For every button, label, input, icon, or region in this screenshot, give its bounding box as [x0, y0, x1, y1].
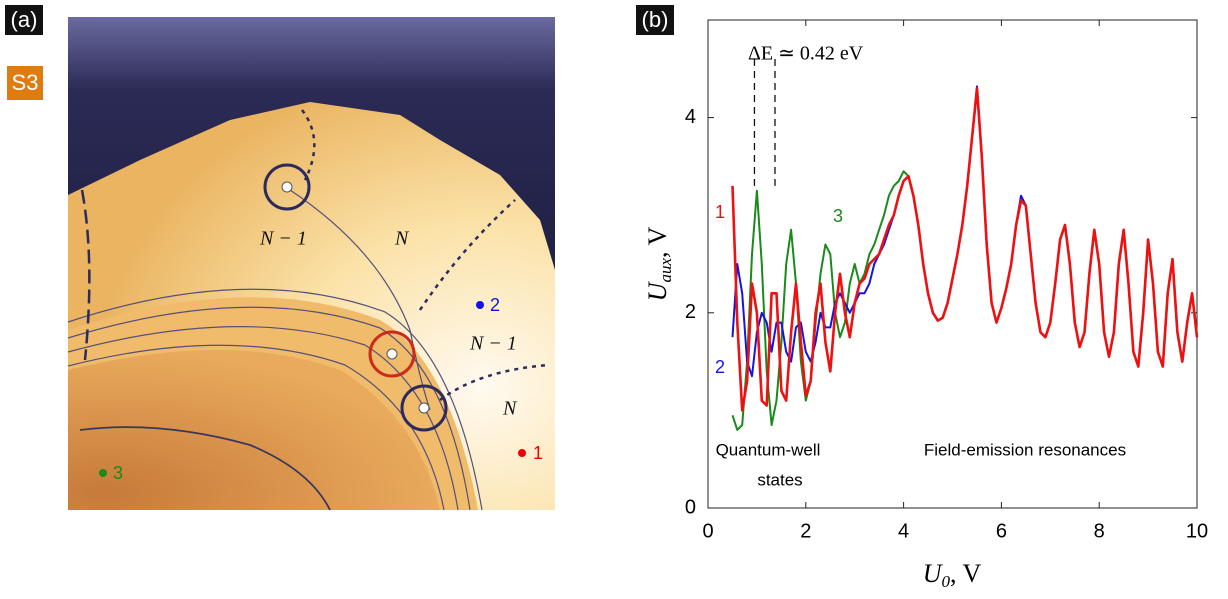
- point-label: 2: [490, 295, 500, 315]
- axis-unit: , V: [643, 226, 672, 258]
- annotation: Quantum-well: [716, 440, 821, 459]
- axis-subscript: aux: [656, 258, 675, 283]
- series-label: 1: [715, 202, 725, 222]
- tip-positions: [281, 181, 430, 414]
- series-line: [731, 85, 1198, 378]
- point-label: 3: [113, 463, 123, 483]
- annotation: states: [757, 470, 802, 489]
- x-tick-label: 2: [800, 520, 811, 542]
- axis-symbol: U: [643, 280, 672, 301]
- y-tick-label: 2: [685, 301, 696, 323]
- panel-label: (b): [642, 7, 669, 32]
- annotation: ΔE ≃ 0.42 eV: [748, 43, 864, 65]
- region-label: N − 1: [469, 333, 517, 355]
- point-marker: [99, 469, 107, 477]
- panel-label: (a): [11, 7, 38, 32]
- y-tick-label: 4: [685, 106, 696, 128]
- x-tick-label: 10: [1186, 520, 1208, 542]
- plot-frame: [707, 19, 1198, 509]
- microscope-image: N − 1 N N − 1 N 1 2 3: [67, 17, 555, 511]
- point-marker: [518, 449, 526, 457]
- series-label: 2: [715, 357, 725, 377]
- axis-subscript: 0: [941, 572, 950, 591]
- y-axis-label: Uaux, V: [643, 226, 675, 301]
- series-label: 3: [833, 206, 843, 226]
- vortex-circles: [263, 163, 448, 432]
- region-label: N: [502, 398, 518, 420]
- x-axis-label: U0, V: [923, 559, 982, 591]
- annotation: Field-emission resonances: [924, 440, 1126, 459]
- panel-label-box: [5, 5, 43, 35]
- badge-text: S3: [12, 70, 39, 95]
- point-marker: [476, 301, 484, 309]
- x-tick-label: 8: [1094, 520, 1105, 542]
- x-tick-label: 0: [702, 520, 713, 542]
- y-tick-label: 0: [685, 496, 696, 518]
- series-line: [731, 87, 1199, 412]
- terrace: [68, 350, 440, 510]
- region-label: N: [394, 228, 410, 250]
- point-label: 1: [533, 443, 543, 463]
- panel-label-box: [636, 5, 674, 35]
- axis-unit: , V: [950, 559, 982, 588]
- region-label: N − 1: [259, 228, 307, 250]
- axis-symbol: U: [923, 559, 944, 588]
- x-tick-label: 4: [898, 520, 909, 542]
- domain-boundaries: [80, 109, 551, 402]
- x-tick-label: 6: [996, 520, 1007, 542]
- badge: [7, 66, 43, 100]
